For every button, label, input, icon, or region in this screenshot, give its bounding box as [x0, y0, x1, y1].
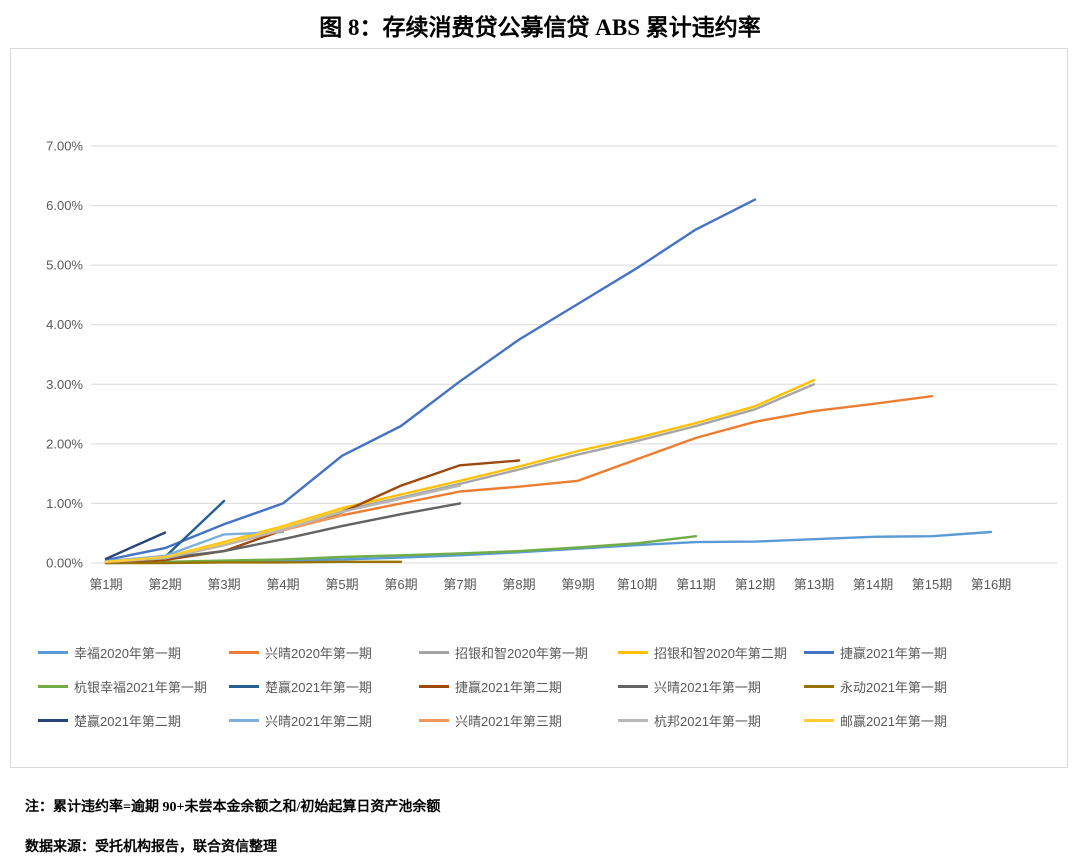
legend-label: 兴晴2020年第一期: [265, 645, 372, 661]
x-axis-tick-label: 第13期: [794, 577, 834, 592]
legend-line-marker: [618, 718, 648, 722]
series-line: [104, 378, 816, 563]
legend-line-marker: [419, 650, 449, 654]
legend-label: 兴晴2021年第三期: [455, 713, 562, 729]
y-axis-tick-label: 0.00%: [46, 556, 83, 571]
y-axis-tick-label: 6.00%: [46, 198, 83, 213]
x-axis-tick-label: 第8期: [502, 577, 535, 592]
legend-line-marker: [419, 718, 449, 722]
y-axis-tick-label: 1.00%: [46, 496, 83, 511]
series-line: [104, 535, 698, 564]
legend-item: 幸福2020年第一期: [38, 643, 229, 662]
x-axis-tick-label: 第9期: [561, 577, 594, 592]
legend-label: 杭银幸福2021年第一期: [74, 679, 207, 695]
line-chart-plot-area: 0.00% 1.00% 2.00% 3.00% 4.00% 5.00% 6.00% 7.00%…: [46, 139, 1057, 592]
legend-line-marker: [38, 650, 68, 654]
x-axis-tick-label: 第7期: [443, 577, 476, 592]
x-axis-tick-label: 第4期: [266, 577, 299, 592]
legend-label: 邮赢2021年第一期: [840, 713, 947, 729]
chart-container: 0.00% 1.00% 2.00% 3.00% 4.00% 5.00% 6.00% 7.00%…: [10, 48, 1068, 768]
legend-label: 永动2021年第一期: [840, 679, 947, 695]
legend-item: 兴晴2020年第一期: [229, 643, 419, 662]
x-axis-tick-label: 第15期: [912, 577, 952, 592]
legend-label: 幸福2020年第一期: [74, 645, 181, 661]
chart-legend: 幸福2020年第一期 兴晴2020年第一期 招银和智2020年第一期 招银和智2020…: [38, 635, 1048, 737]
legend-item: 捷赢2021年第二期: [419, 677, 618, 696]
y-axis-tick-label: 2.00%: [46, 436, 83, 451]
series-line: [104, 198, 757, 562]
legend-line-marker: [229, 718, 259, 722]
x-axis-tick-label: 第5期: [325, 577, 358, 592]
data-source: 数据来源：受托机构报告，联合资信整理: [25, 840, 277, 855]
legend-item: 杭银幸福2021年第一期: [38, 677, 229, 696]
footnote: 注：累计违约率=逾期 90+未尝本金余额之和/初始起算日资产池余额: [25, 800, 441, 815]
legend-item: 兴晴2021年第三期: [419, 711, 618, 730]
legend-label: 杭邦2021年第一期: [654, 713, 761, 729]
legend-line-marker: [229, 684, 259, 688]
legend-label: 楚赢2021年第一期: [265, 679, 372, 695]
x-axis-tick-label: 第1期: [89, 577, 122, 592]
legend-line-marker: [618, 684, 648, 688]
x-axis-tick-label: 第16期: [971, 577, 1011, 592]
legend-label: 兴晴2021年第一期: [654, 679, 761, 695]
x-axis-tick-label: 第12期: [735, 577, 775, 592]
legend-item: 捷赢2021年第一期: [804, 643, 1048, 662]
x-axis-tick-label: 第10期: [617, 577, 657, 592]
legend-label: 招银和智2020年第一期: [455, 645, 588, 661]
legend-line-marker: [804, 684, 834, 688]
legend-line-marker: [804, 718, 834, 722]
y-axis-tick-label: 7.00%: [46, 139, 83, 154]
legend-line-marker: [229, 650, 259, 654]
legend-label: 楚赢2021年第二期: [74, 713, 181, 729]
chart-title: 图 8：存续消费贷公募信贷 ABS 累计违约率: [319, 15, 761, 40]
y-axis-tick-label: 4.00%: [46, 317, 83, 332]
legend-item: 永动2021年第一期: [804, 677, 1048, 696]
legend-line-marker: [38, 718, 68, 722]
x-axis-tick-label: 第11期: [676, 577, 716, 592]
x-axis-tick-label: 第6期: [384, 577, 417, 592]
legend-label: 捷赢2021年第一期: [840, 645, 947, 661]
legend-item: 兴晴2021年第二期: [229, 711, 419, 730]
legend-item: 邮赢2021年第一期: [804, 711, 1048, 730]
x-axis-tick-label: 第3期: [207, 577, 240, 592]
legend-label: 捷赢2021年第二期: [455, 679, 562, 695]
x-axis-tick-label: 第2期: [148, 577, 181, 592]
y-axis-tick-label: 3.00%: [46, 377, 83, 392]
legend-item: 兴晴2021年第一期: [618, 677, 804, 696]
legend-label: 兴晴2021年第二期: [265, 713, 372, 729]
legend-item: 招银和智2020年第二期: [618, 643, 804, 662]
legend-label: 招银和智2020年第二期: [654, 645, 787, 661]
series-line: [104, 395, 934, 563]
series-line: [104, 531, 167, 560]
legend-line-marker: [38, 684, 68, 688]
legend-line-marker: [618, 650, 648, 654]
series-line: [104, 508, 344, 563]
legend-item: 杭邦2021年第一期: [618, 711, 804, 730]
legend-item: 楚赢2021年第一期: [229, 677, 419, 696]
x-axis-tick-label: 第14期: [853, 577, 893, 592]
legend-item: 楚赢2021年第二期: [38, 711, 229, 730]
legend-line-marker: [419, 684, 449, 688]
legend-item: 招银和智2020年第一期: [419, 643, 618, 662]
legend-line-marker: [804, 650, 834, 654]
series-line: [104, 560, 403, 565]
series-line: [104, 383, 816, 563]
y-axis-tick-label: 5.00%: [46, 258, 83, 273]
